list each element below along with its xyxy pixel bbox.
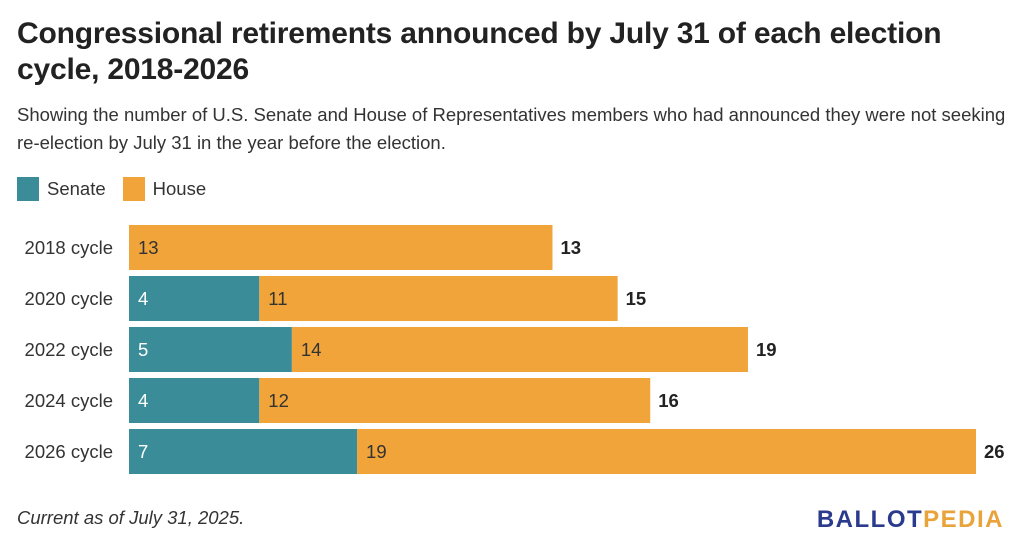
bar-senate [129, 378, 260, 423]
legend-swatch-senate [17, 177, 39, 201]
bar-value-label: 19 [366, 441, 387, 462]
legend-item-senate: Senate [17, 177, 106, 201]
bar-value-label: 14 [301, 339, 322, 360]
bar-house [259, 378, 651, 423]
total-label: 13 [561, 237, 582, 258]
legend-label-senate: Senate [47, 178, 106, 199]
category-label: 2022 cycle [25, 339, 113, 360]
bar-value-label: 11 [268, 288, 287, 309]
footer-note: Current as of July 31, 2025. [17, 507, 245, 528]
bar-senate [129, 276, 260, 321]
bar-senate [129, 327, 292, 372]
bar-senate [129, 429, 358, 474]
bar-house [259, 276, 618, 321]
chart-title: Congressional retirements announced by J… [17, 17, 942, 86]
bar-value-label: 12 [268, 390, 289, 411]
chart-subtitle: Showing the number of U.S. Senate and Ho… [17, 104, 1006, 153]
logo-part-1: BALLOT [816, 506, 924, 533]
category-label: 2024 cycle [25, 390, 113, 411]
category-label: 2020 cycle [25, 288, 113, 309]
total-label: 15 [626, 288, 647, 309]
legend: Senate House [17, 176, 223, 202]
bar-value-label: 4 [138, 390, 148, 411]
total-label: 16 [658, 390, 679, 411]
category-label: 2018 cycle [25, 237, 113, 258]
legend-label-house: House [152, 178, 207, 199]
bar-value-label: 4 [138, 288, 148, 309]
ballotpedia-logo: BALLOTPEDIA [817, 506, 1004, 534]
logo-part-2: PEDIA [923, 506, 1004, 533]
bar-house [357, 429, 976, 474]
legend-swatch-house [122, 177, 145, 201]
bar-value-label: 13 [138, 237, 159, 258]
bar-house [129, 225, 553, 270]
bar-value-label: 7 [138, 441, 148, 462]
total-label: 26 [984, 441, 1005, 462]
total-label: 19 [756, 339, 777, 360]
legend-item-house: House [122, 177, 207, 201]
bar-house [291, 327, 748, 372]
category-label: 2026 cycle [25, 441, 113, 462]
bar-value-label: 5 [138, 339, 148, 360]
